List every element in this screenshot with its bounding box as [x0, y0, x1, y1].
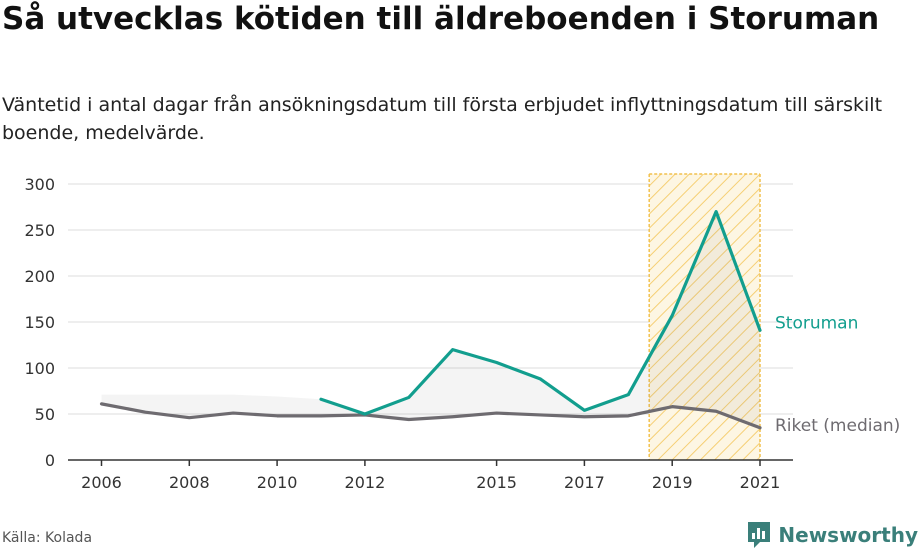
x-tick-label: 2021 — [740, 473, 781, 492]
series-labels: Storuman Riket (median) — [775, 313, 900, 436]
x-tick-label: 2015 — [476, 473, 517, 492]
x-tick-label: 2017 — [564, 473, 605, 492]
y-tick-label: 300 — [24, 175, 55, 194]
y-tick-label: 250 — [24, 221, 55, 240]
x-tick-label: 2019 — [652, 473, 693, 492]
source-note: Källa: Kolada — [2, 530, 93, 546]
x-tick-label: 2010 — [257, 473, 298, 492]
highlight-region — [648, 173, 761, 460]
x-tick-label: 2008 — [169, 473, 210, 492]
series-lines — [99, 210, 762, 430]
series-label: Storuman — [775, 313, 858, 333]
x-tick-label: 2012 — [345, 473, 386, 492]
brand-logo: Newsworthy — [746, 519, 918, 551]
y-tick-label: 0 — [45, 451, 55, 470]
x-tick-label: 2006 — [81, 473, 122, 492]
brand-name: Newsworthy — [778, 523, 918, 547]
y-tick-label: 50 — [35, 405, 55, 424]
series-label: Riket (median) — [775, 416, 900, 436]
series-line-storuman — [319, 210, 762, 416]
y-tick-label: 200 — [24, 267, 55, 286]
shaded-range-area — [101, 211, 760, 428]
axes: 2006 2008 2010 2012 2015 2017 2019 2021 — [68, 459, 793, 492]
y-tick-label: 150 — [24, 313, 55, 332]
highlight-hatch — [649, 174, 760, 460]
newsworthy-logo-icon — [748, 522, 771, 548]
series-line-riket — [99, 402, 762, 430]
y-tick-label: 100 — [24, 359, 55, 378]
shaded-area — [101, 211, 760, 428]
chart-title: Så utvecklas kötiden till äldreboenden i… — [2, 1, 880, 37]
chart-subtitle: Väntetid i antal dagar från ansökningsda… — [2, 94, 883, 144]
